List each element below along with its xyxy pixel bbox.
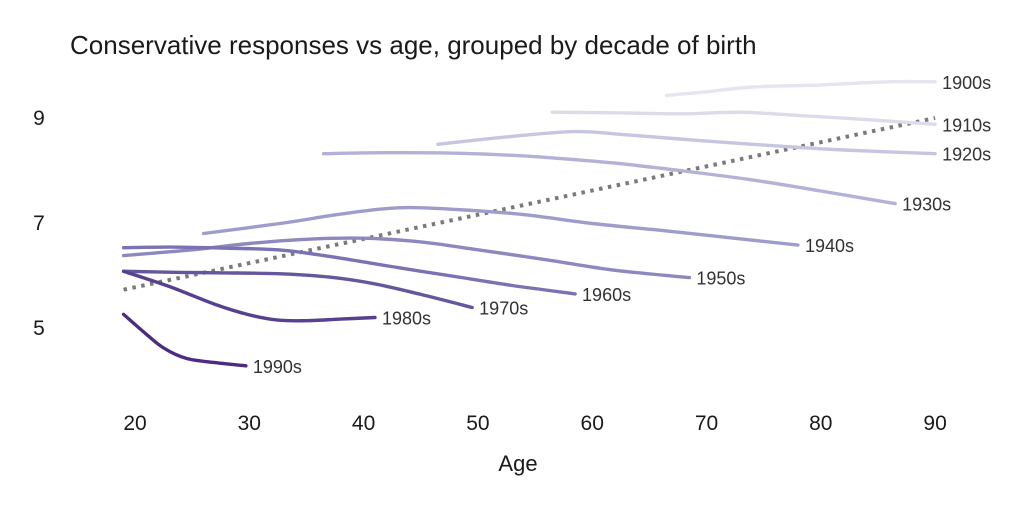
series-label-1960s: 1960s xyxy=(582,285,631,305)
series-line-1980s xyxy=(121,269,377,323)
x-tick-label: 20 xyxy=(123,412,146,435)
series-line-1960s xyxy=(121,245,577,296)
series-label-1990s: 1990s xyxy=(253,357,302,377)
series-label-1970s: 1970s xyxy=(479,299,528,319)
series-label-1930s: 1930s xyxy=(902,195,951,215)
x-tick-label: 50 xyxy=(466,412,489,435)
series-line-1940s xyxy=(201,205,800,247)
y-tick-label: 7 xyxy=(33,212,45,235)
y-tick-label: 5 xyxy=(33,317,45,340)
y-tick-label: 9 xyxy=(33,107,45,130)
series-labels: 1900s 1910s 1920s 1930s 1940s 1950s 1960s 1970s… xyxy=(253,73,991,377)
x-axis-ticks: 20 30 40 50 60 70 80 90 xyxy=(123,412,946,435)
series-line-1990s xyxy=(121,312,248,368)
series-group xyxy=(121,79,937,368)
series-label-1920s: 1920s xyxy=(942,145,991,165)
series-line-1970s xyxy=(121,269,474,310)
y-axis-ticks: 5 7 9 xyxy=(33,107,45,340)
series-label-1940s: 1940s xyxy=(805,236,854,256)
chart-title: Conservative responses vs age, grouped b… xyxy=(70,30,757,60)
trend-line-group xyxy=(123,116,936,292)
x-tick-label: 30 xyxy=(238,412,261,435)
series-line-1910s xyxy=(550,110,937,126)
x-tick-label: 60 xyxy=(581,412,604,435)
x-tick-label: 80 xyxy=(809,412,832,435)
series-line-1930s xyxy=(321,150,897,206)
series-label-1980s: 1980s xyxy=(382,309,431,329)
trend-line xyxy=(123,116,936,292)
x-tick-label: 70 xyxy=(695,412,718,435)
series-label-1950s: 1950s xyxy=(696,269,745,289)
series-line-1920s xyxy=(436,129,937,156)
x-axis-label: Age xyxy=(498,451,537,476)
series-line-1900s xyxy=(664,79,937,98)
x-tick-label: 40 xyxy=(352,412,375,435)
series-label-1910s: 1910s xyxy=(942,115,991,135)
series-label-1900s: 1900s xyxy=(942,73,991,93)
x-tick-label: 90 xyxy=(923,412,946,435)
